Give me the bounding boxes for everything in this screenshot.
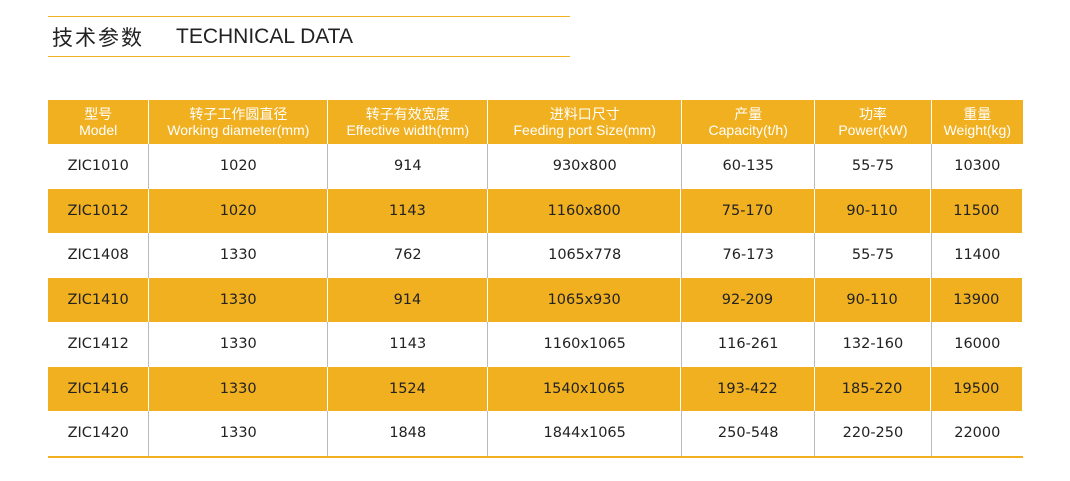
header-capacity: 产量 Capacity(t/h) bbox=[682, 100, 816, 144]
cell-effective-width: 1143 bbox=[328, 188, 488, 233]
table-row: ZIC1416 1330 1524 1540x1065 193-422 185-… bbox=[48, 366, 1024, 411]
title-english: TECHNICAL DATA bbox=[176, 25, 353, 48]
cell-feeding-port: 1065x778 bbox=[488, 233, 683, 278]
header-en: Weight(kg) bbox=[943, 122, 1012, 138]
header-power: 功率 Power(kW) bbox=[815, 100, 932, 144]
cell-effective-width: 914 bbox=[328, 144, 489, 189]
cell-feeding-port: 930x800 bbox=[488, 144, 683, 189]
table-bottom-rule bbox=[48, 455, 1023, 458]
cell-capacity: 116-261 bbox=[682, 322, 816, 367]
header-weight: 重量 Weight(kg) bbox=[932, 100, 1023, 144]
cell-working-diameter: 1330 bbox=[149, 366, 328, 411]
technical-data-table: 型号 Model 转子工作圆直径 Working diameter(mm) 转子… bbox=[48, 100, 1024, 458]
table-row: ZIC1412 1330 1143 1160x1065 116-261 132-… bbox=[48, 322, 1023, 367]
table-row: ZIC1420 1330 1848 1844x1065 250-548 220-… bbox=[48, 411, 1023, 456]
cell-model: ZIC1012 bbox=[48, 188, 150, 233]
table-header: 型号 Model 转子工作圆直径 Working diameter(mm) 转子… bbox=[48, 100, 1023, 144]
cell-working-diameter: 1330 bbox=[149, 411, 329, 456]
table-row: ZIC1410 1330 914 1065x930 92-209 90-110 … bbox=[48, 277, 1024, 322]
cell-weight: 11400 bbox=[954, 247, 1001, 264]
header-cn: 型号 bbox=[84, 106, 113, 122]
header-cn: 重量 bbox=[963, 106, 992, 122]
header-cn: 转子工作圆直径 bbox=[189, 106, 288, 122]
table-row: ZIC1012 1020 1143 1160x800 75-170 90-110… bbox=[48, 188, 1024, 233]
cell-effective-width: 914 bbox=[328, 277, 488, 322]
header-en: Capacity(t/h) bbox=[708, 122, 788, 138]
cell-feeding-port: 1160x1065 bbox=[488, 322, 683, 367]
header-feeding-port: 进料口尺寸 Feeding port Size(mm) bbox=[488, 100, 683, 144]
cell-model: ZIC1010 bbox=[48, 144, 150, 189]
header-cn: 进料口尺寸 bbox=[549, 106, 620, 122]
cell-working-diameter: 1020 bbox=[149, 144, 329, 189]
cell-effective-width: 1524 bbox=[328, 366, 488, 411]
header-cn: 功率 bbox=[858, 106, 887, 122]
cell-model: ZIC1416 bbox=[48, 366, 150, 411]
cell-capacity: 60-135 bbox=[682, 144, 816, 189]
heading-bottom-rule bbox=[48, 56, 570, 57]
header-en: Model bbox=[79, 122, 118, 138]
cell-power: 220-250 bbox=[815, 411, 932, 456]
cell-power: 90-110 bbox=[815, 188, 931, 233]
header-working-diameter: 转子工作圆直径 Working diameter(mm) bbox=[149, 100, 329, 144]
header-en: Power(kW) bbox=[838, 122, 908, 138]
cell-working-diameter: 1330 bbox=[149, 277, 328, 322]
cell-capacity: 250-548 bbox=[682, 411, 816, 456]
cell-weight: 10300 bbox=[954, 158, 1001, 175]
table-row: ZIC1010 1020 914 930x800 60-135 55-75 10… bbox=[48, 144, 1023, 189]
cell-weight: 13900 bbox=[931, 277, 1024, 322]
cell-capacity: 193-422 bbox=[681, 366, 815, 411]
cell-weight: 22000 bbox=[954, 425, 1001, 442]
cell-working-diameter: 1330 bbox=[149, 233, 329, 278]
cell-weight: 16000 bbox=[954, 336, 1001, 353]
table-row: ZIC1408 1330 762 1065x778 76-173 55-75 1… bbox=[48, 233, 1023, 278]
cell-feeding-port: 1065x930 bbox=[488, 277, 682, 322]
cell-power: 55-75 bbox=[815, 233, 932, 278]
header-en: Effective width(mm) bbox=[346, 122, 470, 138]
cell-model: ZIC1410 bbox=[48, 277, 150, 322]
cell-power: 55-75 bbox=[815, 144, 932, 189]
cell-working-diameter: 1020 bbox=[149, 188, 328, 233]
cell-weight: 11500 bbox=[931, 188, 1024, 233]
cell-effective-width: 1848 bbox=[328, 411, 489, 456]
header-en: Feeding port Size(mm) bbox=[513, 122, 656, 138]
header-cn: 产量 bbox=[734, 106, 763, 122]
cell-power: 90-110 bbox=[815, 277, 931, 322]
cell-effective-width: 1143 bbox=[328, 322, 489, 367]
header-model: 型号 Model bbox=[48, 100, 150, 144]
cell-model: ZIC1420 bbox=[48, 411, 150, 456]
cell-capacity: 76-173 bbox=[682, 233, 816, 278]
cell-feeding-port: 1844x1065 bbox=[488, 411, 683, 456]
cell-model: ZIC1408 bbox=[48, 233, 150, 278]
cell-power: 185-220 bbox=[815, 366, 931, 411]
header-effective-width: 转子有效宽度 Effective width(mm) bbox=[328, 100, 489, 144]
cell-effective-width: 762 bbox=[328, 233, 489, 278]
header-cn: 转子有效宽度 bbox=[365, 106, 450, 122]
cell-capacity: 75-170 bbox=[681, 188, 815, 233]
cell-model: ZIC1412 bbox=[48, 322, 150, 367]
cell-capacity: 92-209 bbox=[681, 277, 815, 322]
heading-top-rule bbox=[48, 16, 570, 17]
cell-feeding-port: 1160x800 bbox=[488, 188, 682, 233]
cell-feeding-port: 1540x1065 bbox=[488, 366, 682, 411]
cell-power: 132-160 bbox=[815, 322, 932, 367]
header-en: Working diameter(mm) bbox=[167, 122, 310, 138]
cell-weight: 19500 bbox=[931, 366, 1024, 411]
cell-working-diameter: 1330 bbox=[149, 322, 329, 367]
title-chinese: 技术参数 bbox=[52, 26, 144, 50]
page-title: 技术参数 TECHNICAL DATA bbox=[52, 22, 353, 52]
